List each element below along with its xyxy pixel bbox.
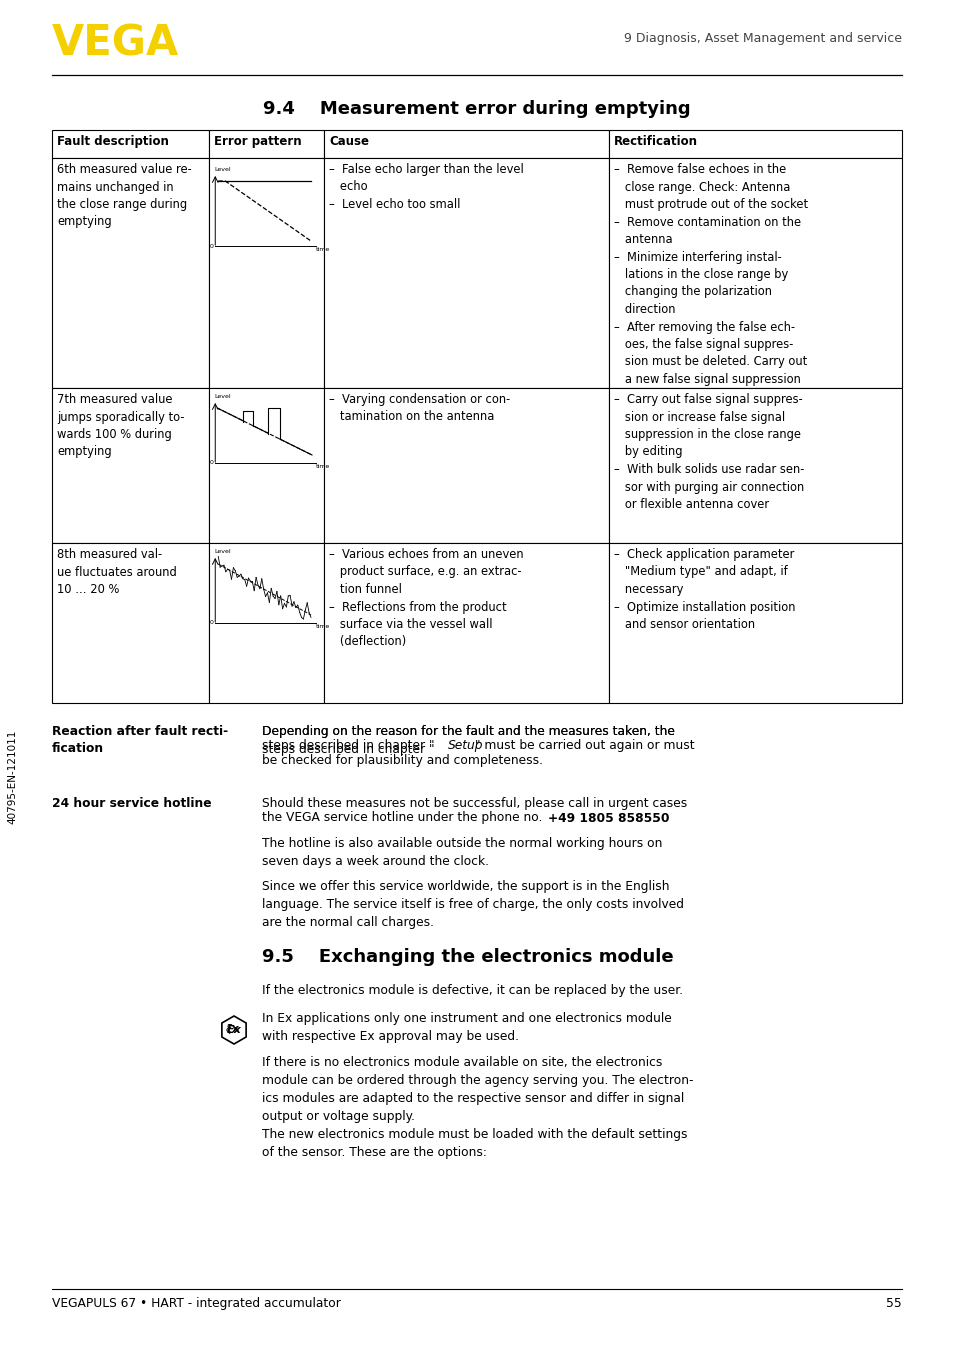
Text: +49 1805 858550: +49 1805 858550 [547, 811, 669, 825]
Text: VEGA: VEGA [52, 22, 179, 64]
Text: –  Carry out false signal suppres-
   sion or increase false signal
   suppressi: – Carry out false signal suppres- sion o… [613, 393, 803, 510]
Text: If the electronics module is defective, it can be replaced by the user.: If the electronics module is defective, … [262, 984, 682, 997]
Text: –  Various echoes from an uneven
   product surface, e.g. an extrac-
   tion fun: – Various echoes from an uneven product … [329, 548, 523, 649]
Bar [209, 389, 324, 543]
Text: 9.5    Exchanging the electronics module: 9.5 Exchanging the electronics module [262, 948, 673, 965]
Text: time: time [315, 246, 330, 252]
Text: If there is no electronics module available on site, the electronics
module can : If there is no electronics module availa… [262, 1056, 693, 1122]
Bar [52, 130, 209, 158]
Bar [608, 389, 901, 543]
Text: –  Remove false echoes in the
   close range. Check: Antenna
   must protrude ou: – Remove false echoes in the close range… [613, 162, 807, 386]
Bar [52, 543, 209, 703]
Bar [209, 543, 324, 703]
Text: 8th measured val-
ue fluctuates around
10 … 20 %: 8th measured val- ue fluctuates around 1… [57, 548, 176, 596]
Text: " must be carried out again or must: " must be carried out again or must [475, 739, 694, 753]
Text: –  False echo larger than the level
   echo
–  Level echo too small: – False echo larger than the level echo … [329, 162, 523, 211]
Bar [209, 130, 324, 158]
Text: Ex: Ex [227, 1025, 241, 1034]
Text: Setup: Setup [448, 739, 483, 753]
Text: 40795-EN-121011: 40795-EN-121011 [7, 730, 17, 825]
Text: Depending on the reason for the fault and the measures taken, the
steps describe: Depending on the reason for the fault an… [262, 724, 674, 756]
Text: steps described in chapter ": steps described in chapter " [262, 741, 434, 753]
Text: time: time [315, 624, 330, 630]
Bar [608, 130, 901, 158]
Text: 9 Diagnosis, Asset Management and service: 9 Diagnosis, Asset Management and servic… [623, 32, 901, 45]
Text: 0: 0 [209, 244, 213, 249]
Text: Reaction after fault recti-
fication: Reaction after fault recti- fication [52, 724, 228, 756]
Text: 7th measured value
jumps sporadically to-
wards 100 % during
emptying: 7th measured value jumps sporadically to… [57, 393, 184, 459]
Bar [324, 130, 608, 158]
Text: VEGAPULS 67 • HART - integrated accumulator: VEGAPULS 67 • HART - integrated accumula… [52, 1297, 340, 1311]
Bar [324, 158, 608, 389]
Text: In Ex applications only one instrument and one electronics module
with respectiv: In Ex applications only one instrument a… [262, 1011, 671, 1043]
Text: Level: Level [214, 548, 231, 554]
Text: 6th measured value re-
mains unchanged in
the close range during
emptying: 6th measured value re- mains unchanged i… [57, 162, 192, 229]
Text: The hotline is also available outside the normal working hours on
seven days a w: The hotline is also available outside th… [262, 837, 661, 868]
Text: .: . [651, 811, 655, 825]
Text: The new electronics module must be loaded with the default settings
of the senso: The new electronics module must be loade… [262, 1128, 687, 1159]
Bar [608, 543, 901, 703]
Bar [209, 158, 324, 389]
Text: Depending on the reason for the fault and the measures taken, the: Depending on the reason for the fault an… [262, 724, 674, 738]
Text: –  Varying condensation or con-
   tamination on the antenna: – Varying condensation or con- taminatio… [329, 393, 510, 424]
Text: –  Check application parameter
   "Medium type" and adapt, if
   necessary
–  Op: – Check application parameter "Medium ty… [613, 548, 795, 631]
Text: 55: 55 [885, 1297, 901, 1311]
Text: Level: Level [214, 394, 231, 399]
Bar [324, 389, 608, 543]
Text: $\xi$x: $\xi$x [225, 1022, 240, 1036]
Text: Rectification: Rectification [613, 135, 697, 148]
Text: 9.4    Measurement error during emptying: 9.4 Measurement error during emptying [263, 100, 690, 118]
Text: Error pattern: Error pattern [214, 135, 301, 148]
Text: Level: Level [214, 167, 231, 172]
Text: Fault description: Fault description [57, 135, 169, 148]
Text: Should these measures not be successful, please call in urgent cases: Should these measures not be successful,… [262, 798, 686, 810]
Text: 0: 0 [209, 460, 213, 466]
Text: Since we offer this service worldwide, the support is in the English
language. T: Since we offer this service worldwide, t… [262, 880, 683, 929]
Bar [52, 158, 209, 389]
Text: steps described in chapter ": steps described in chapter " [262, 739, 434, 753]
Bar [608, 158, 901, 389]
Text: be checked for plausibility and completeness.: be checked for plausibility and complete… [262, 754, 542, 766]
Text: 0: 0 [209, 620, 213, 626]
Text: the VEGA service hotline under the phone no.: the VEGA service hotline under the phone… [262, 811, 546, 825]
Bar [324, 543, 608, 703]
Text: time: time [315, 464, 330, 468]
Bar [52, 389, 209, 543]
Text: Cause: Cause [329, 135, 369, 148]
Text: 24 hour service hotline: 24 hour service hotline [52, 798, 212, 810]
